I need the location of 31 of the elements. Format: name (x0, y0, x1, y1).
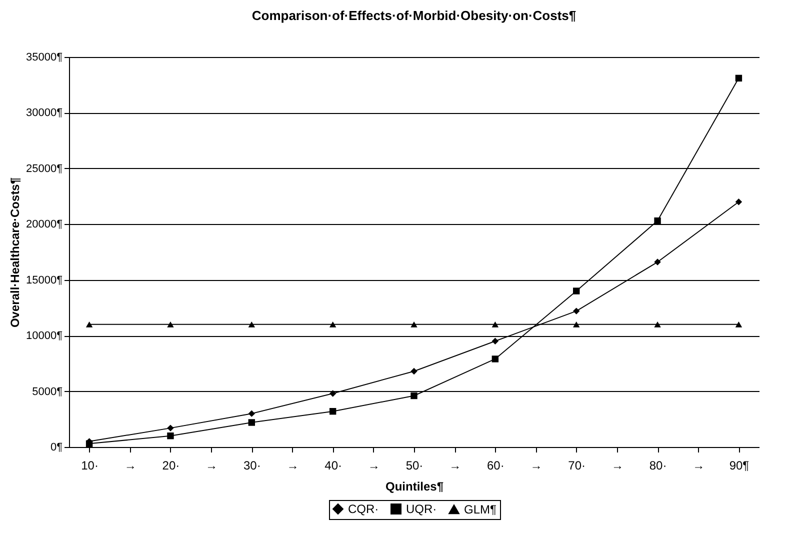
y-tick-label: 25000¶ (26, 162, 63, 175)
x-tick-label: 50· (406, 458, 424, 472)
x-tick-label: → (530, 458, 542, 472)
x-tick-label: 90¶ (729, 458, 750, 472)
x-tick-label: → (449, 458, 462, 472)
x-tick-label: → (206, 458, 218, 472)
legend-label: GLM¶ (464, 502, 496, 516)
x-tick-label: 40· (324, 458, 342, 472)
x-tick-label: → (692, 458, 705, 472)
y-tick-label: 15000¶ (26, 274, 63, 286)
y-axis-title: Overall·Healthcare·Costs¶ (8, 177, 22, 328)
x-tick-label: → (124, 458, 136, 472)
x-tick-label: 30· (243, 458, 261, 472)
x-tick-label: → (286, 458, 299, 472)
y-tick-label: 5000¶ (32, 386, 63, 398)
x-tick-label: → (368, 458, 380, 472)
x-tick-label: 20· (162, 458, 180, 472)
x-tick-label: 60· (487, 458, 504, 472)
legend-label: UQR· (406, 502, 437, 516)
y-tick-label: 35000¶ (26, 52, 63, 64)
y-tick-label: 0¶ (50, 442, 63, 454)
x-tick-label: → (611, 458, 624, 472)
chart-title: Comparison·of·Effects·of·Morbid·Obesity·on·Costs¶ (252, 8, 576, 23)
x-tick-label: 10· (81, 458, 98, 472)
legend-label: CQR· (348, 502, 379, 516)
x-tick-label: 80· (649, 458, 667, 472)
y-tick-label: 20000¶ (26, 218, 63, 231)
x-tick-label: 70· (568, 458, 586, 472)
y-tick-label: 30000¶ (26, 107, 63, 120)
y-tick-label: 10000¶ (26, 330, 63, 342)
x-axis-title: Quintiles¶ (385, 480, 444, 494)
